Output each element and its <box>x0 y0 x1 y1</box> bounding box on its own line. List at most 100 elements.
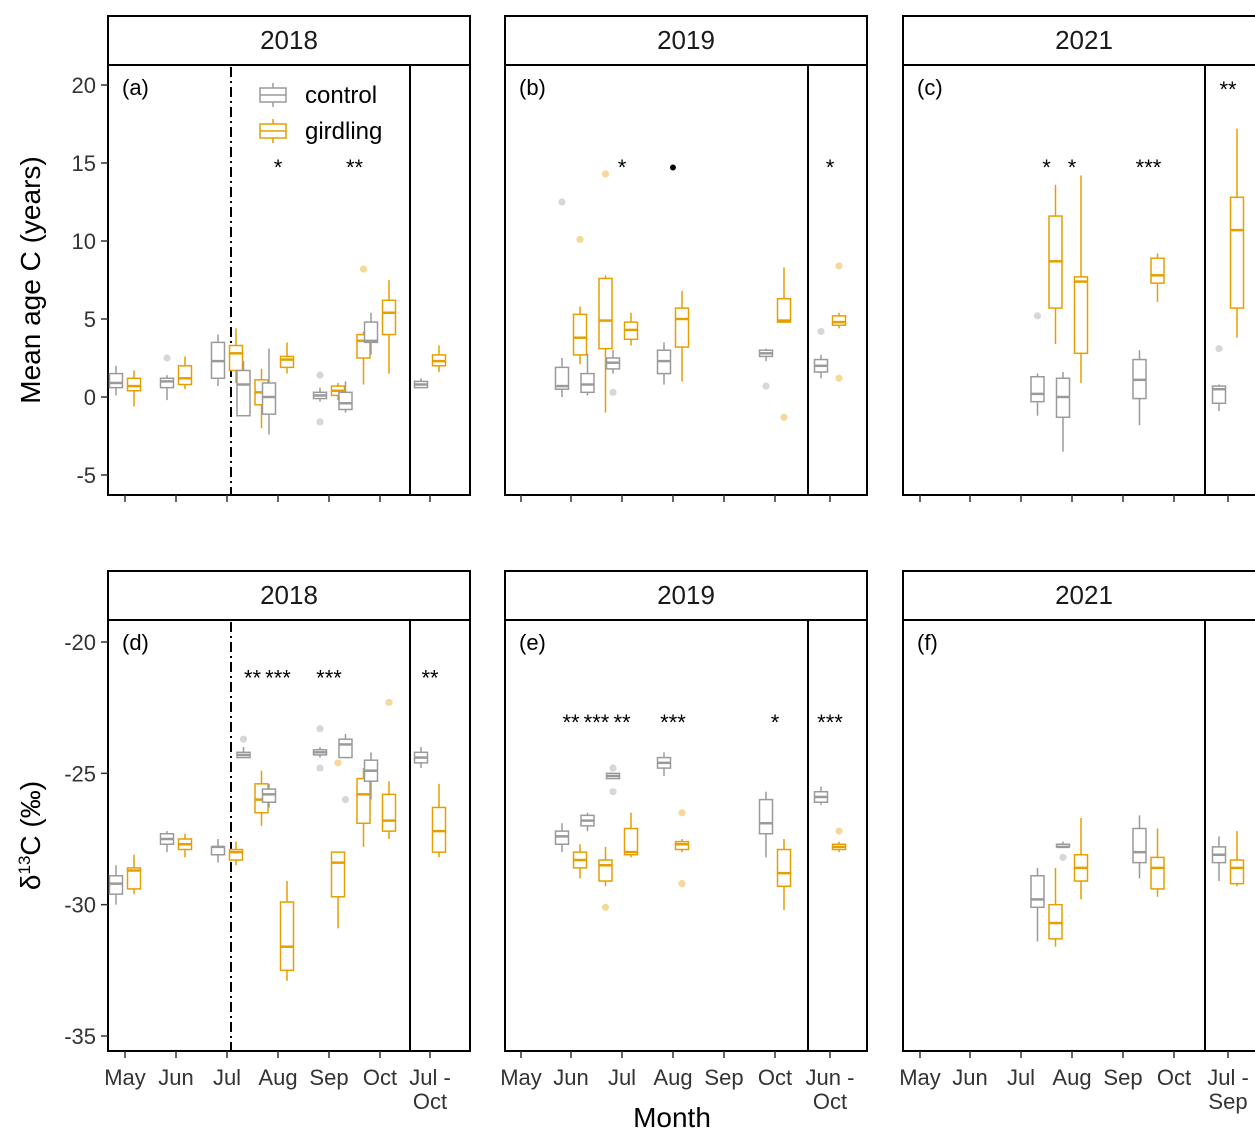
box-Jul-girdling <box>623 812 639 858</box>
box-pooled-girdling <box>1229 128 1245 338</box>
box-Jul-control <box>605 764 621 796</box>
box-Jul2-control <box>1030 867 1045 942</box>
outlier <box>359 265 368 273</box>
box-Aug-control <box>261 348 277 435</box>
box-Aug-girdling <box>1073 817 1089 900</box>
outlier <box>609 788 617 796</box>
box <box>356 777 371 824</box>
box-Aug-girdling <box>279 881 295 981</box>
box <box>776 297 792 323</box>
box-Aug-girdling <box>674 290 690 382</box>
box <box>776 848 792 888</box>
facet-strip-label: 2021 <box>1055 580 1113 610</box>
panel-c: 2021(c)* * ***** <box>902 15 1255 502</box>
box <box>674 307 690 348</box>
x-tick-label-pooled: Oct <box>813 1089 847 1114</box>
x-tick-label: Sep <box>704 1065 743 1090</box>
box <box>330 851 346 898</box>
box-Oct-control <box>363 312 379 355</box>
box-Oct-control <box>363 752 379 800</box>
box <box>363 321 379 344</box>
x-tick-label: Oct <box>758 1065 792 1090</box>
box-Jun2-control <box>580 812 595 832</box>
outlier <box>1215 345 1223 353</box>
significance-label: ** <box>562 710 580 735</box>
legend-label: girdling <box>305 118 382 145</box>
facet-strip-label: 2018 <box>260 580 318 610</box>
box-pooled-control <box>1211 836 1227 882</box>
box <box>228 848 244 861</box>
significance-label: ** <box>421 666 439 691</box>
box-Jul2-control <box>236 361 251 417</box>
y-tick-label: 5 <box>84 307 96 332</box>
y-tick-label: 0 <box>84 385 96 410</box>
significance-label: * <box>826 155 835 180</box>
y-tick-label: -30 <box>64 893 96 918</box>
significance-label: *** <box>584 710 610 735</box>
box <box>572 313 588 356</box>
x-tick-label: May <box>104 1065 146 1090</box>
box <box>1150 856 1165 890</box>
box <box>236 369 251 417</box>
box-Jul-control <box>210 334 226 387</box>
box-May-girdling <box>126 854 142 895</box>
outlier <box>609 388 617 396</box>
y-axis-title: δ13C (‰) <box>15 781 46 890</box>
significance-label: *** <box>1136 155 1162 180</box>
facet-strip <box>107 15 471 66</box>
facet-strip-label: 2019 <box>657 580 715 610</box>
box-Aug-control <box>656 752 672 776</box>
box-Jul2-control <box>236 735 251 759</box>
outlier <box>576 235 584 244</box>
box-Jul-control <box>210 839 226 863</box>
panel-tag: (f) <box>917 630 938 655</box>
box-Oct-girdling <box>381 280 397 374</box>
outlier <box>601 903 610 911</box>
box-Sep2-girdling <box>1150 253 1165 302</box>
outlier <box>601 170 610 178</box>
legend-item-girdling: girdling <box>259 118 382 145</box>
box-Aug-girdling <box>1073 175 1089 383</box>
box-Aug-control <box>1055 841 1071 861</box>
box-Sep2-girdling <box>356 768 371 847</box>
box <box>381 299 397 336</box>
significance-label: ** <box>244 666 262 691</box>
box-Jun-girdling <box>572 844 588 879</box>
x-tick-label: Jul <box>213 1065 241 1090</box>
x-tick-label: Jul <box>608 1065 636 1090</box>
box-pooled-control <box>1211 345 1227 412</box>
box-May-control <box>108 865 124 905</box>
facet-strip <box>902 570 1255 621</box>
box <box>1030 875 1045 909</box>
box-Sep-girdling <box>330 382 346 401</box>
x-axis-title: Month <box>633 1102 711 1132</box>
significance-label: *** <box>265 666 291 691</box>
box-Oct-girdling <box>776 267 792 421</box>
x-tick-label: Oct <box>1157 1065 1191 1090</box>
x-tick-label: Jun <box>158 1065 193 1090</box>
outlier <box>835 827 843 835</box>
box-Jun2-control <box>580 353 595 396</box>
box-Jul-girdling <box>623 312 639 346</box>
x-tick-label-pooled: Sep <box>1208 1089 1247 1114</box>
box <box>831 315 847 326</box>
x-tick-label-pooled: Jul - <box>409 1065 451 1090</box>
box <box>1229 196 1245 309</box>
significance-label: ** <box>613 710 631 735</box>
y-tick-label: 15 <box>72 151 96 176</box>
outlier <box>678 880 686 888</box>
plot-frame <box>107 64 471 496</box>
y-tick-label: -20 <box>64 630 96 655</box>
box-May-control <box>108 365 124 396</box>
outlier <box>316 725 324 733</box>
y-axis-title: Mean age C (years) <box>15 156 46 403</box>
box-pooled-girdling <box>431 345 447 373</box>
x-tick-label: May <box>899 1065 941 1090</box>
box-pooled-girdling <box>431 783 447 858</box>
x-tick-label: Sep <box>309 1065 348 1090</box>
facet-strip <box>504 15 868 66</box>
box <box>381 793 397 832</box>
x-tick-label: Sep <box>1103 1065 1142 1090</box>
